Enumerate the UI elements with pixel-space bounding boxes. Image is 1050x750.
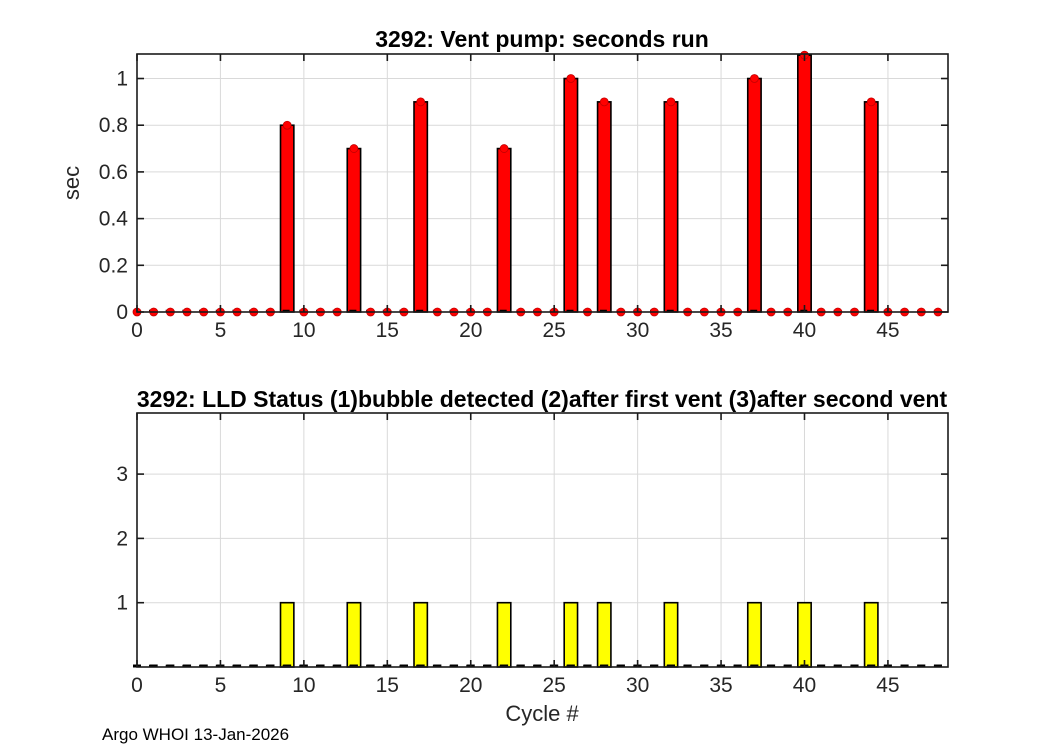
svg-text:3: 3	[116, 463, 128, 486]
svg-text:0.6: 0.6	[99, 161, 128, 184]
svg-text:10: 10	[292, 674, 315, 697]
svg-text:35: 35	[709, 319, 732, 342]
svg-text:15: 15	[376, 319, 399, 342]
bottom-chart-title: 3292: LLD Status (1)bubble detected (2)a…	[136, 386, 948, 412]
svg-text:5: 5	[215, 319, 227, 342]
tick-marks	[136, 54, 948, 313]
svg-text:10: 10	[292, 319, 315, 342]
svg-text:0: 0	[131, 674, 143, 697]
svg-text:20: 20	[459, 674, 482, 697]
svg-text:5: 5	[215, 674, 227, 697]
svg-text:1: 1	[116, 68, 128, 91]
svg-text:45: 45	[876, 674, 899, 697]
svg-text:15: 15	[376, 674, 399, 697]
axes-frame	[136, 412, 949, 668]
tick-labels: 0 5 10 15 20 25 30 35 40 45 0 0.2 0.4 0.6 0.8 1	[99, 68, 900, 342]
svg-text:1: 1	[116, 592, 128, 615]
bars	[279, 601, 879, 668]
svg-text:35: 35	[709, 674, 732, 697]
svg-text:30: 30	[626, 319, 649, 342]
svg-text:40: 40	[793, 319, 816, 342]
grid-lines	[137, 54, 948, 312]
svg-text:20: 20	[459, 319, 482, 342]
axes-frame	[136, 53, 949, 313]
svg-text:0.8: 0.8	[99, 114, 128, 137]
svg-text:30: 30	[626, 674, 649, 697]
credit-text: Argo WHOI 13-Jan-2026	[102, 725, 290, 744]
svg-text:40: 40	[793, 674, 816, 697]
svg-text:45: 45	[876, 319, 899, 342]
bars	[279, 54, 879, 313]
svg-text:25: 25	[543, 674, 566, 697]
top-chart: 0 5 10 15 20 25 30 35 40 45 0 0.2 0.4 0.6 0.8 1	[99, 50, 949, 342]
bottom-chart: 0 5 10 15 20 25 30 35 40 45 1 2 3	[116, 412, 949, 697]
top-chart-title: 3292: Vent pump: seconds run	[375, 26, 709, 52]
svg-text:0.2: 0.2	[99, 254, 128, 277]
svg-text:0: 0	[116, 301, 128, 324]
x-axis-label: Cycle #	[505, 701, 579, 726]
grid-lines	[137, 413, 948, 667]
svg-text:25: 25	[543, 319, 566, 342]
tick-labels: 0 5 10 15 20 25 30 35 40 45 1 2 3	[116, 463, 899, 697]
tick-marks	[136, 413, 948, 667]
svg-text:2: 2	[116, 527, 128, 550]
svg-text:0: 0	[131, 319, 143, 342]
svg-text:0.4: 0.4	[99, 208, 129, 231]
dot-markers	[132, 50, 943, 317]
